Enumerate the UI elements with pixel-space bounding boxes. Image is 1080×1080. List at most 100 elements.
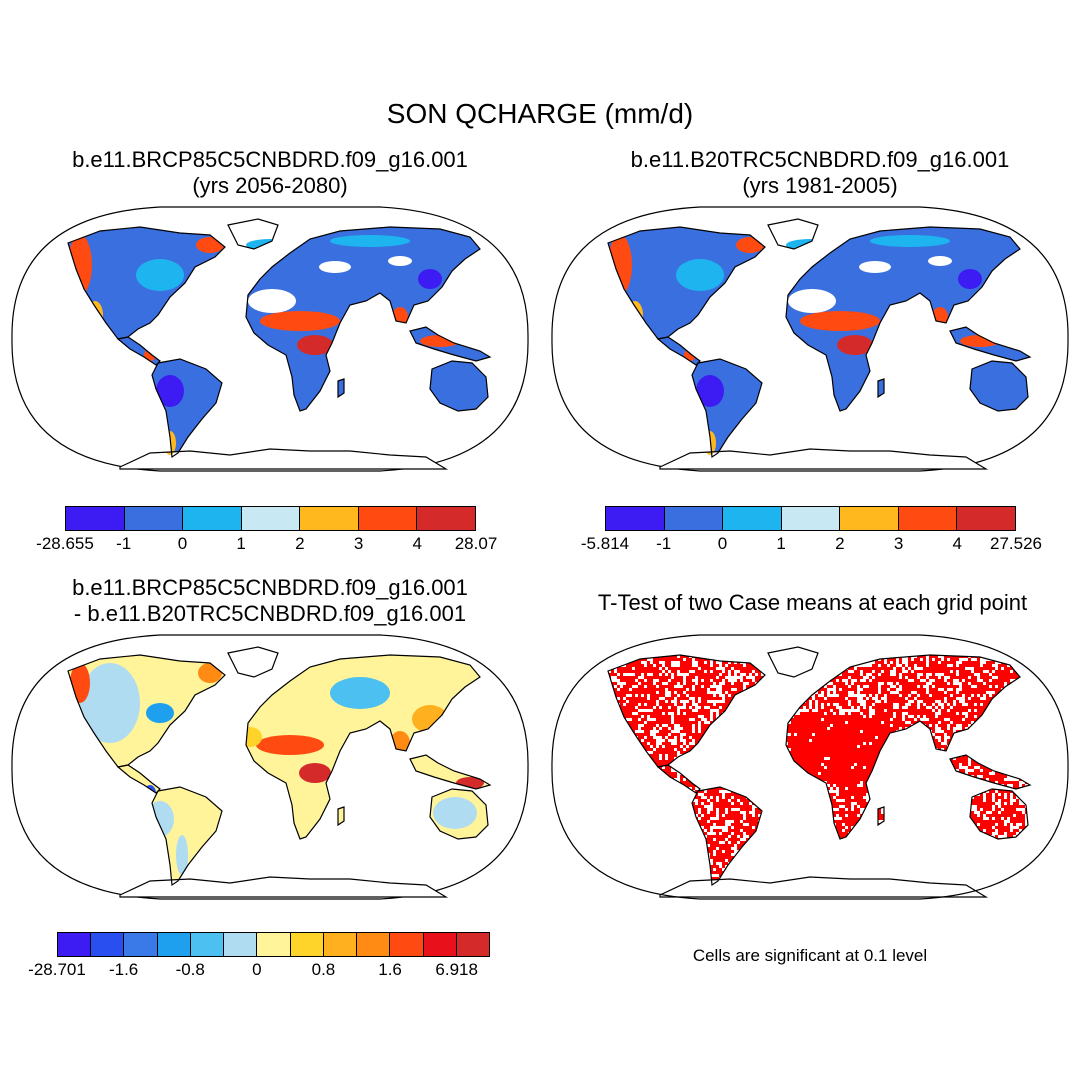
colorbar-swatch xyxy=(456,933,490,956)
colorbar-swatch xyxy=(358,507,418,530)
coastline-antarctica xyxy=(119,448,449,470)
map-panel-4 xyxy=(551,634,1069,900)
colorbar-tick-label: 0 xyxy=(717,534,728,553)
coastline-australia xyxy=(969,788,1029,840)
land-madagascar xyxy=(338,379,344,397)
field-region xyxy=(297,335,333,355)
colorbar-tick-label: 3 xyxy=(893,534,904,553)
land-antarctica xyxy=(660,449,986,469)
field-region xyxy=(433,797,477,829)
field-region xyxy=(870,235,950,247)
field-region xyxy=(696,375,724,407)
coastline-north-america xyxy=(607,654,766,768)
coastline-greenland xyxy=(767,646,819,678)
field-region xyxy=(156,375,184,407)
colorbar-tick-label: -5.814 xyxy=(580,534,630,553)
field-region xyxy=(136,259,184,291)
colorbar-tick-label: -1 xyxy=(116,534,132,553)
colorbar-swatch xyxy=(840,507,899,530)
map-panel-1 xyxy=(11,206,529,472)
map-panel-3 xyxy=(11,634,529,900)
field-region xyxy=(248,289,296,313)
coastline-se-asia-islands xyxy=(949,754,1032,790)
panel-3-case-name: b.e11.BRCP85C5CNBDRD.f09_g16.001 xyxy=(72,575,468,600)
coastline-madagascar xyxy=(877,378,885,399)
colorbar-swatch xyxy=(241,507,301,530)
colorbar-tick-label: 0 xyxy=(252,960,262,979)
land-africa-eurasia xyxy=(246,655,480,839)
coastline-madagascar xyxy=(877,806,885,827)
coastline-central-america xyxy=(116,764,161,794)
colorbar-swatch xyxy=(224,933,258,956)
coastline-africa-eurasia xyxy=(245,226,481,412)
field-region xyxy=(788,289,836,313)
colorbar-tick-label: 4 xyxy=(952,534,963,553)
colorbar-swatch xyxy=(157,933,191,956)
panel-3-title: b.e11.BRCP85C5CNBDRD.f09_g16.001 - b.e11… xyxy=(20,575,520,627)
colorbar-tick-label: -28.655 xyxy=(36,534,94,553)
colorbar-tick-label: -1.6 xyxy=(108,960,139,979)
colorbar-swatch xyxy=(723,507,782,530)
colorbar-tick-label: 1.6 xyxy=(378,960,402,979)
field-region xyxy=(256,735,324,755)
field-region xyxy=(176,835,188,875)
colorbar-swatch xyxy=(124,507,184,530)
coastline-north-america xyxy=(67,654,226,768)
field-region xyxy=(800,311,880,331)
panel-2-years: (yrs 1981-2005) xyxy=(742,173,898,198)
colorbar-swatch xyxy=(183,507,242,530)
field-region xyxy=(330,677,390,709)
colorbar-swatch xyxy=(957,507,1016,530)
field-region xyxy=(958,269,982,289)
coastline-central-america xyxy=(656,764,701,794)
coastline-central-america xyxy=(656,336,701,366)
coastline-antarctica xyxy=(659,876,989,898)
field-region xyxy=(319,261,351,273)
colorbar-swatch xyxy=(66,507,125,530)
land-antarctica xyxy=(120,449,446,469)
coastline-central-america xyxy=(116,336,161,366)
field-region xyxy=(928,256,952,266)
colorbar-tick-label: -1 xyxy=(656,534,672,553)
land-greenland xyxy=(228,647,278,677)
colorbar-swatch xyxy=(664,507,724,530)
colorbar-tick-label: 1 xyxy=(236,534,246,553)
colorbar-tick-label: 2 xyxy=(835,534,845,553)
field-region xyxy=(676,259,724,291)
colorbar-swatch xyxy=(390,933,424,956)
land-antarctica xyxy=(120,877,446,897)
coastline-africa-eurasia xyxy=(245,654,481,840)
field-region xyxy=(837,335,873,355)
colorbar-swatch xyxy=(357,933,391,956)
panel-1-title: b.e11.BRCP85C5CNBDRD.f09_g16.001 (yrs 20… xyxy=(20,147,520,199)
panel-1-years: (yrs 2056-2080) xyxy=(192,173,348,198)
colorbar-swatch xyxy=(606,507,665,530)
panel-4-title: T-Test of two Case means at each grid po… xyxy=(597,590,1028,615)
coastline-greenland xyxy=(227,646,279,678)
colorbar-tick-label: 2 xyxy=(295,534,305,553)
colorbar-swatch xyxy=(898,507,958,530)
land-australia xyxy=(430,361,488,411)
colorbar-tick-label: 6.918 xyxy=(435,960,478,979)
colorbar-panel-1 xyxy=(65,506,476,531)
panel-2-title: b.e11.B20TRC5CNBDRD.f09_g16.001 (yrs 198… xyxy=(560,147,1080,199)
colorbar-tick-label: 0.8 xyxy=(311,960,336,979)
colorbar-swatch xyxy=(423,933,457,956)
coastline-australia xyxy=(429,360,489,412)
colorbar-swatch xyxy=(124,933,158,956)
colorbar-tick-label: 27.526 xyxy=(990,534,1042,553)
coastline-south-america xyxy=(151,786,223,887)
field-region xyxy=(260,311,340,331)
colorbar-swatch xyxy=(257,933,291,956)
colorbar-swatch xyxy=(58,933,92,956)
map-panel-2 xyxy=(551,206,1069,472)
colorbar-panel-2 xyxy=(605,506,1016,531)
coastline-madagascar xyxy=(337,806,345,827)
field-region xyxy=(388,256,412,266)
field-region xyxy=(330,235,410,247)
colorbar-swatch xyxy=(781,507,841,530)
coastline-antarctica xyxy=(119,876,449,898)
colorbar-tick-label: -28.701 xyxy=(28,960,86,979)
field-regions xyxy=(68,235,460,455)
coastline-greenland xyxy=(227,218,279,250)
